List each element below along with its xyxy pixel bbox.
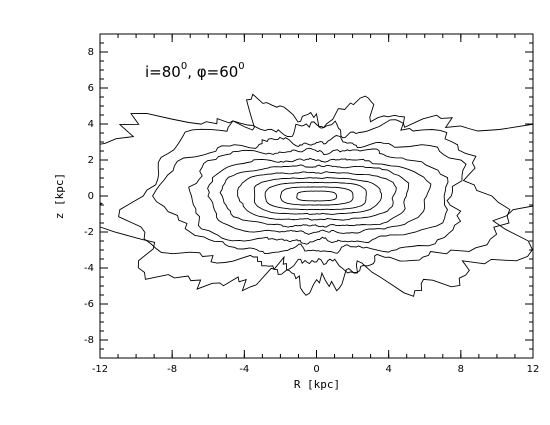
y-tick-label: -6 bbox=[84, 299, 94, 310]
annotation-part: i=80 bbox=[145, 63, 181, 81]
plot-frame bbox=[99, 33, 534, 359]
contour bbox=[207, 157, 432, 235]
x-tick-label: -8 bbox=[167, 364, 177, 375]
y-tick-label: 0 bbox=[88, 191, 94, 202]
contour bbox=[118, 119, 511, 275]
x-tick-label: 12 bbox=[527, 364, 540, 375]
contour bbox=[152, 135, 467, 255]
y-tick-label: -8 bbox=[84, 335, 94, 346]
y-tick-label: 8 bbox=[88, 47, 94, 58]
contour bbox=[219, 164, 410, 228]
y-tick-label: 6 bbox=[88, 83, 94, 94]
annotation-part: , φ=60 bbox=[187, 63, 238, 81]
x-axis-label: R [kpc] bbox=[294, 378, 340, 391]
contour bbox=[264, 181, 367, 211]
x-tick-label: 8 bbox=[458, 364, 464, 375]
x-tick-label: 4 bbox=[385, 364, 391, 375]
contour bbox=[188, 147, 449, 245]
annotation-sup: 0 bbox=[238, 61, 244, 72]
contour bbox=[296, 190, 338, 202]
contours bbox=[100, 93, 533, 297]
annotation-sup: 0 bbox=[181, 61, 187, 72]
y-tick-label: -4 bbox=[84, 263, 94, 274]
contour bbox=[100, 93, 533, 297]
y-axis-label: z [kpc] bbox=[53, 173, 66, 219]
y-tick-label: -2 bbox=[84, 227, 94, 238]
contour bbox=[280, 186, 354, 206]
contour bbox=[253, 177, 383, 215]
x-tick-label: 0 bbox=[313, 364, 319, 375]
y-tick-label: 2 bbox=[88, 155, 94, 166]
y-tick-label: 4 bbox=[88, 119, 94, 130]
contour bbox=[237, 171, 397, 221]
annotation: i=800, φ=600 bbox=[145, 61, 245, 81]
x-tick-label: -12 bbox=[92, 364, 108, 375]
x-tick-label: -4 bbox=[239, 364, 249, 375]
